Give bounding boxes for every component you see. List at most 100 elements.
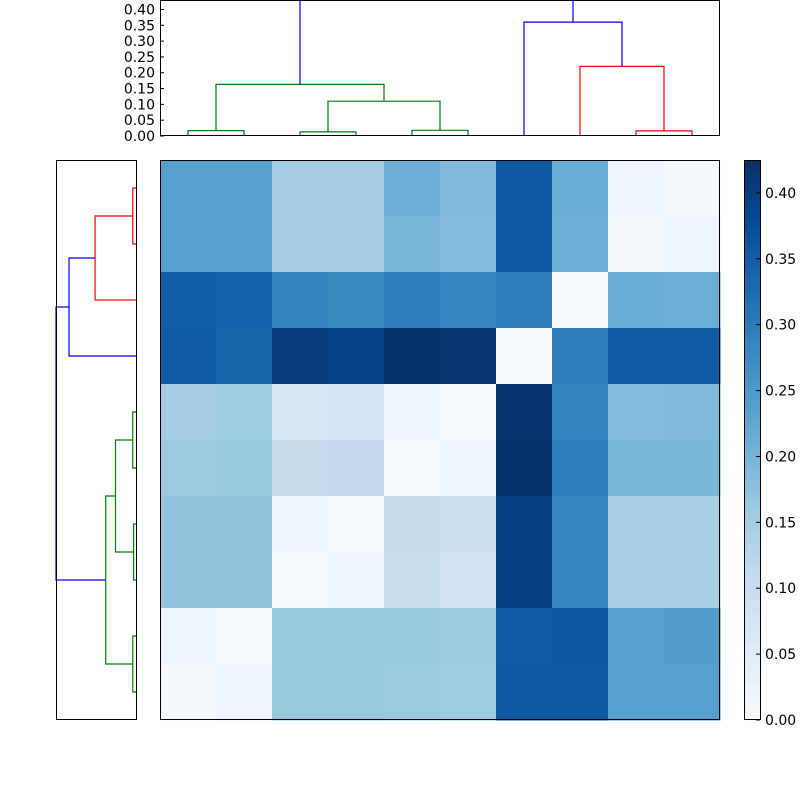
dendrogram-link bbox=[133, 523, 136, 581]
colorbar-segment bbox=[744, 328, 760, 333]
heatmap-cell bbox=[328, 608, 385, 665]
heatmap-cell bbox=[664, 608, 721, 665]
heatmap-cell bbox=[664, 552, 721, 609]
heatmap-cell bbox=[160, 272, 217, 329]
colorbar-axis: 0.00 0.05 0.10 0.15 0.20 0.25 0.30 0.35 0.40 bbox=[756, 186, 796, 729]
colorbar-segment bbox=[744, 420, 760, 425]
heatmap-cell bbox=[160, 664, 217, 721]
colorbar-segment bbox=[744, 296, 760, 301]
heatmap-cell bbox=[272, 440, 329, 497]
y-tick-label: 0.25 bbox=[124, 50, 155, 66]
colorbar-segment bbox=[744, 188, 760, 193]
colorbar-segment bbox=[744, 252, 760, 257]
colorbar-segment bbox=[744, 260, 760, 265]
heatmap-cell bbox=[496, 272, 553, 329]
colorbar-segment bbox=[744, 332, 760, 337]
heatmap-cell bbox=[608, 664, 665, 721]
heatmap-frame bbox=[160, 160, 720, 720]
dendrogram-link bbox=[105, 495, 133, 665]
colorbar-segment bbox=[744, 168, 760, 173]
colorbar-segment bbox=[744, 164, 760, 169]
heatmap-cell bbox=[552, 552, 609, 609]
colorbar-segment bbox=[744, 588, 760, 593]
colorbar-segment bbox=[744, 580, 760, 585]
colorbar-segment bbox=[744, 300, 760, 305]
colorbar-segment bbox=[744, 184, 760, 189]
colorbar-segment bbox=[744, 656, 760, 661]
dendrogram-link bbox=[579, 65, 665, 136]
colorbar-segment bbox=[744, 612, 760, 617]
colorbar-segment bbox=[744, 476, 760, 481]
colorbar-segment bbox=[744, 620, 760, 625]
heatmap-cell bbox=[496, 440, 553, 497]
heatmap-cell bbox=[272, 216, 329, 273]
colorbar-tick-label: 0.25 bbox=[765, 384, 796, 400]
heatmap-cell bbox=[160, 496, 217, 553]
colorbar-tick-label: 0.35 bbox=[765, 252, 796, 268]
colorbar-segment bbox=[744, 424, 760, 429]
heatmap-cell bbox=[272, 160, 329, 217]
colorbar-segment bbox=[744, 308, 760, 313]
heatmap-cell bbox=[440, 272, 497, 329]
heatmap-cell bbox=[272, 496, 329, 553]
colorbar-segment bbox=[744, 244, 760, 249]
colorbar-segment bbox=[744, 708, 760, 713]
top-dendrogram-y-axis: 0.000.050.100.150.200.250.300.350.40 bbox=[124, 2, 164, 145]
heatmap-cell bbox=[272, 664, 329, 721]
heatmap-cell bbox=[384, 384, 441, 441]
heatmap-cell bbox=[384, 272, 441, 329]
colorbar-segment bbox=[744, 344, 760, 349]
colorbar-segment bbox=[744, 384, 760, 389]
colorbar-segment bbox=[744, 304, 760, 309]
heatmap-cell bbox=[664, 384, 721, 441]
colorbar-segment bbox=[744, 388, 760, 393]
colorbar-segment bbox=[744, 436, 760, 441]
heatmap-cell bbox=[384, 552, 441, 609]
colorbar-segment bbox=[744, 628, 760, 633]
heatmap-cell bbox=[216, 440, 273, 497]
heatmap-cell bbox=[664, 496, 721, 553]
y-tick-label: 0.10 bbox=[124, 97, 155, 113]
colorbar-segment bbox=[744, 172, 760, 177]
colorbar-segment bbox=[744, 448, 760, 453]
colorbar-segment bbox=[744, 560, 760, 565]
heatmap-cell bbox=[440, 552, 497, 609]
dendrogram-link bbox=[94, 215, 136, 301]
colorbar-segment bbox=[744, 716, 760, 721]
colorbar-segment bbox=[744, 412, 760, 417]
colorbar-segment bbox=[744, 320, 760, 325]
colorbar-segment bbox=[744, 192, 760, 197]
colorbar-segment bbox=[744, 228, 760, 233]
colorbar-segment bbox=[744, 392, 760, 397]
colorbar-segment bbox=[744, 668, 760, 673]
colorbar-segment bbox=[744, 180, 760, 185]
heatmap-cell bbox=[216, 496, 273, 553]
heatmap-cell bbox=[608, 496, 665, 553]
heatmap-cell bbox=[496, 664, 553, 721]
colorbar-segment bbox=[744, 676, 760, 681]
colorbar-segment bbox=[744, 372, 760, 377]
heatmap-cell bbox=[552, 440, 609, 497]
colorbar-tick-label: 0.40 bbox=[765, 186, 796, 202]
heatmap-cell bbox=[160, 384, 217, 441]
heatmap-cell bbox=[272, 328, 329, 385]
colorbar-segment bbox=[744, 408, 760, 413]
colorbar-segment bbox=[744, 496, 760, 501]
colorbar-segment bbox=[744, 268, 760, 273]
heatmap-cell bbox=[552, 272, 609, 329]
colorbar-segment bbox=[744, 256, 760, 261]
heatmap-cell bbox=[496, 496, 553, 553]
heatmap-cell bbox=[384, 496, 441, 553]
heatmap-cell bbox=[608, 328, 665, 385]
colorbar-segment bbox=[744, 692, 760, 697]
heatmap-cell bbox=[496, 216, 553, 273]
colorbar-segment bbox=[744, 456, 760, 461]
heatmap-cell bbox=[496, 552, 553, 609]
colorbar-segment bbox=[744, 224, 760, 229]
colorbar-segment bbox=[744, 484, 760, 489]
heatmap-cell bbox=[664, 160, 721, 217]
heatmap-cell bbox=[608, 608, 665, 665]
heatmap-cell bbox=[440, 496, 497, 553]
colorbar-segment bbox=[744, 556, 760, 561]
colorbar-segment bbox=[744, 200, 760, 205]
